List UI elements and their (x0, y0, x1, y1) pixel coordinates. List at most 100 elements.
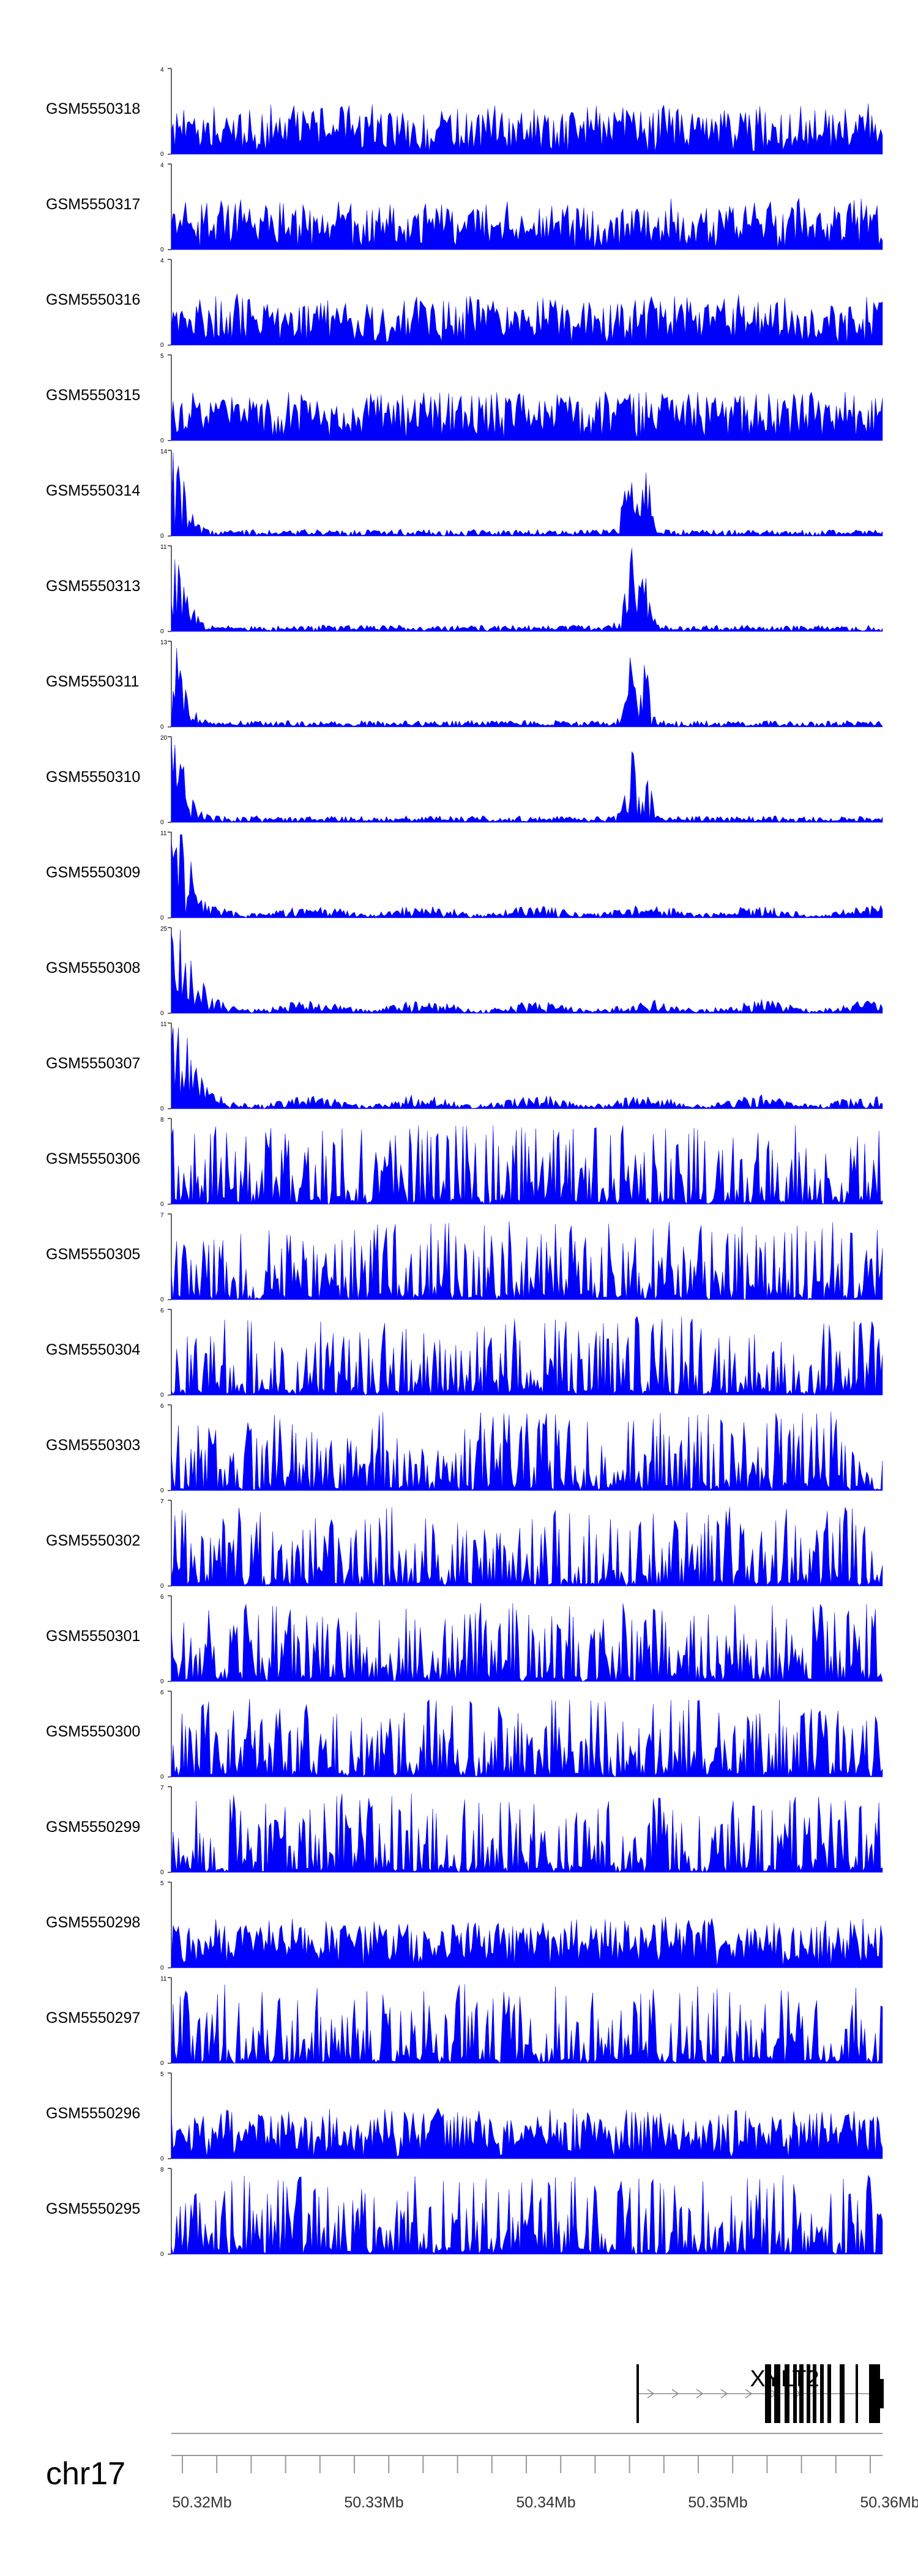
axis-tick-label: 50.33Mb (344, 2494, 403, 2511)
track-label: GSM5550316 (46, 291, 140, 308)
y-tick-label-max: 11 (160, 544, 167, 551)
coverage-area (171, 2175, 883, 2255)
strand-arrow (696, 2389, 704, 2399)
track-GSM5550308: GSM5550308 25 0 (46, 926, 883, 1017)
y-tick-label-min: 0 (160, 1106, 164, 1112)
coverage-area (171, 1507, 883, 1587)
axis-tick-label: 50.34Mb (516, 2494, 575, 2511)
y-tick-label-min: 0 (160, 342, 164, 349)
axis-tick-label: 50.35Mb (688, 2494, 747, 2511)
track-GSM5550316: GSM5550316 4 0 (46, 258, 883, 349)
track-label: GSM5550297 (46, 2009, 140, 2027)
y-tick-label-min: 0 (160, 1201, 164, 1208)
track-GSM5550314: GSM5550314 14 0 (46, 449, 883, 540)
y-tick-label-min: 0 (160, 1965, 164, 1971)
track-GSM5550298: GSM5550298 5 0 (46, 1880, 883, 1971)
track-GSM5550302: GSM5550302 7 0 (46, 1498, 883, 1590)
y-tick-label-min: 0 (160, 1583, 164, 1590)
exon (813, 2364, 816, 2423)
track-label: GSM5550299 (46, 1818, 140, 1836)
track-GSM5550297: GSM5550297 11 0 (46, 1976, 883, 2067)
track-GSM5550317: GSM5550317 4 0 (46, 162, 883, 253)
y-tick-label-min: 0 (160, 1487, 164, 1494)
y-tick-label-max: 7 (160, 1785, 164, 1792)
track-GSM5550318: GSM5550318 4 0 (46, 67, 883, 158)
y-tick-label-max: 8 (160, 1117, 164, 1123)
y-tick-label-max: 11 (160, 830, 167, 837)
chromosome-ideogram: chr17 (46, 2433, 883, 2492)
chromosome-label: chr17 (46, 2456, 125, 2492)
coverage-area (171, 452, 883, 537)
coverage-area (171, 1125, 883, 1205)
exon (765, 2364, 771, 2423)
axis-ticks (182, 2455, 871, 2473)
track-label: GSM5550306 (46, 1150, 140, 1167)
strand-arrow (720, 2389, 728, 2399)
exon (807, 2364, 810, 2423)
y-tick-label-min: 0 (160, 724, 164, 731)
exon (820, 2364, 824, 2423)
y-tick-label-max: 4 (160, 162, 164, 169)
track-label: GSM5550304 (46, 1341, 140, 1358)
y-tick-label-max: 25 (160, 926, 168, 932)
exon (856, 2364, 858, 2423)
y-tick-label-max: 7 (160, 1212, 164, 1219)
y-tick-label-min: 0 (160, 247, 164, 253)
y-tick-label-min: 0 (160, 533, 164, 540)
track-label: GSM5550311 (46, 673, 139, 690)
coverage-area (171, 391, 883, 441)
coverage-area (171, 1316, 883, 1396)
y-tick-label-max: 6 (160, 1689, 164, 1696)
y-tick-label-max: 4 (160, 258, 164, 264)
strand-arrow (671, 2389, 679, 2399)
track-label: GSM5550307 (46, 1055, 140, 1072)
y-tick-label-min: 0 (160, 1392, 164, 1399)
y-tick-label-min: 0 (160, 437, 164, 444)
y-tick-label-min: 0 (160, 1869, 164, 1876)
track-GSM5550296: GSM5550296 5 0 (46, 2071, 883, 2162)
track-GSM5550306: GSM5550306 8 0 (46, 1117, 883, 1208)
track-GSM5550303: GSM5550303 6 0 (46, 1403, 883, 1494)
track-GSM5550309: GSM5550309 11 0 (46, 830, 883, 921)
track-GSM5550300: GSM5550300 6 0 (46, 1689, 883, 1781)
coverage-area (171, 548, 883, 632)
gene-structure (636, 2364, 884, 2423)
y-tick-label-max: 7 (160, 1498, 164, 1505)
coverage-area (171, 1221, 883, 1300)
track-GSM5550313: GSM5550313 11 0 (46, 544, 883, 635)
exon (636, 2364, 639, 2423)
track-GSM5550307: GSM5550307 11 0 (46, 1021, 883, 1112)
y-tick-label-min: 0 (160, 1010, 164, 1017)
exon (793, 2364, 797, 2423)
track-label: GSM5550295 (46, 2200, 140, 2217)
strand-arrow (647, 2389, 655, 2399)
y-tick-label-min: 0 (160, 819, 164, 826)
exon (880, 2379, 884, 2408)
genomic-axis: 50.32Mb 50.33Mb 50.34Mb 50.35Mb 50.36Mb (171, 2455, 918, 2511)
coverage-area (171, 1412, 883, 1491)
y-tick-label-max: 4 (160, 67, 164, 73)
coverage-area (171, 1699, 883, 1778)
track-label: GSM5550314 (46, 482, 140, 499)
y-tick-label-min: 0 (160, 915, 164, 921)
track-GSM5550311: GSM5550311 13 0 (46, 639, 883, 731)
y-tick-label-max: 5 (160, 353, 164, 360)
coverage-area (171, 2107, 883, 2159)
y-tick-label-max: 5 (160, 1880, 164, 1887)
exon (785, 2364, 789, 2423)
track-label: GSM5550313 (46, 578, 140, 595)
track-label: GSM5550310 (46, 769, 140, 786)
gene-model: XYLT2 (636, 2364, 884, 2423)
exon (827, 2364, 831, 2423)
coverage-area (171, 929, 883, 1014)
coverage-area (171, 739, 883, 823)
y-tick-label-min: 0 (160, 2156, 164, 2162)
coverage-area (171, 1793, 883, 1873)
y-tick-label-min: 0 (160, 151, 164, 158)
exon (774, 2364, 780, 2423)
track-GSM5550310: GSM5550310 20 0 (46, 735, 883, 826)
coverage-tracks: GSM555031840GSM555031740GSM555031640GSM5… (46, 67, 883, 2258)
exon (799, 2364, 804, 2423)
coverage-area (171, 834, 883, 918)
